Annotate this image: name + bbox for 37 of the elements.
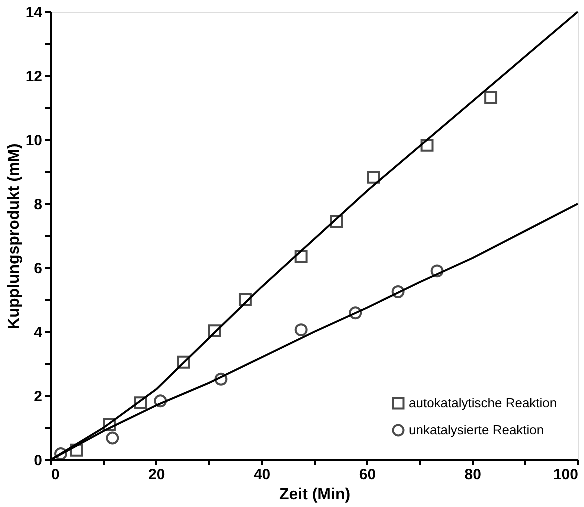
point [134,396,148,410]
point [349,306,362,320]
point [238,294,252,306]
y-axis-title: Kupplungsprodukt (mM) [6,144,23,330]
x-tick-label: 80 [464,466,482,484]
y-tick-label: 14 [26,4,44,22]
y-tick-label: 12 [26,68,42,86]
point [54,447,68,460]
x-axis-title: Zeit (Min) [279,486,351,504]
x-tick-label: 0 [52,466,60,484]
point [70,444,84,457]
point [294,250,308,264]
point [177,356,190,369]
y-tick-label: 10 [26,132,42,150]
legend-label: unkatalysierte Reaktion [409,422,544,438]
x-tick-label: 100 [553,466,578,484]
point [484,91,498,104]
point [420,138,434,152]
y-tick-label: 6 [34,260,42,278]
legend-label: autokatalytische Reaktion [409,396,558,410]
point [214,372,228,386]
point [294,324,308,337]
x-tick-label: 40 [254,466,271,484]
point [430,264,444,278]
y-tick-label: 4 [34,324,44,342]
x-tick-label: 60 [359,466,376,484]
point [106,432,120,445]
y-tick-label: 0 [34,452,42,470]
y-tick-label: 2 [34,388,42,406]
point [330,215,344,228]
point [103,418,116,432]
point [367,170,380,184]
point [392,286,405,298]
x-tick-label: 20 [148,466,166,484]
point [208,324,222,338]
y-tick-label: 8 [34,196,42,214]
point [154,394,168,408]
